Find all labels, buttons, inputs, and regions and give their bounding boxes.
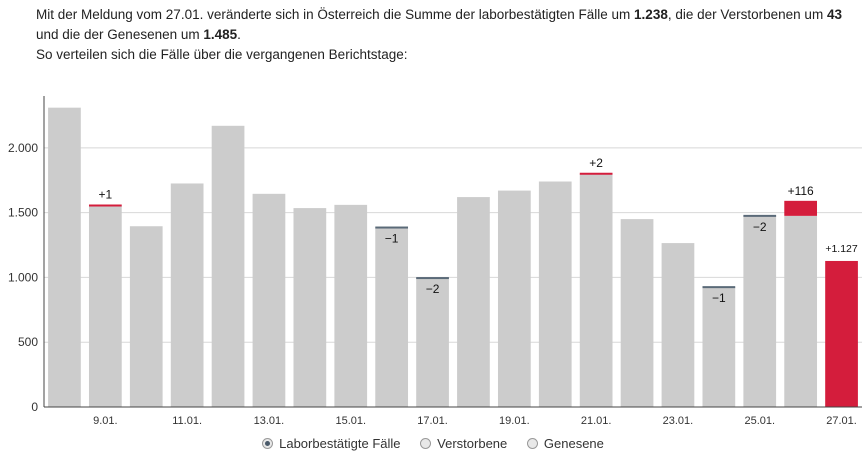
intro-value-deaths: 43 <box>826 7 842 22</box>
intro-subline: So verteilen sich die Fälle über die ver… <box>36 47 408 62</box>
intro-text-part: Mit der Meldung vom 27.01. veränderte si… <box>36 7 635 22</box>
x-tick-label: 13.01. <box>254 415 285 427</box>
x-tick-label: 11.01. <box>172 415 202 427</box>
bar <box>416 278 449 407</box>
legend-label: Verstorbene <box>437 436 508 451</box>
bar <box>48 107 81 407</box>
intro-text-part: und die der Genesenen um <box>36 27 204 42</box>
intro-text-part: . <box>237 27 241 42</box>
bar <box>170 183 204 407</box>
x-tick-label: 23.01. <box>663 415 694 427</box>
x-tick-label: 27.01. <box>826 415 857 427</box>
delta-label: −2 <box>753 220 767 234</box>
x-tick-label: 9.01. <box>93 415 117 427</box>
bar <box>375 227 409 407</box>
bar-delta-marker <box>416 277 449 280</box>
bar <box>784 215 818 407</box>
delta-label: +1 <box>99 187 113 201</box>
legend: Laborbestätigte Fälle Verstorbene Genese… <box>0 436 866 452</box>
x-tick-label: 15.01. <box>335 415 366 427</box>
bar-chart: 0 500 1.000 1.500 2.000 +1 9.01. 11.01. 13.01. 15… <box>8 96 862 427</box>
delta-label: −1 <box>385 232 399 246</box>
bar <box>457 197 490 407</box>
radio-icon[interactable] <box>526 438 538 449</box>
x-tick-label: 19.01. <box>499 415 530 427</box>
delta-label: −2 <box>426 282 440 296</box>
bar <box>825 260 858 407</box>
delta-label: +2 <box>589 156 603 170</box>
legend-label: Genesene <box>543 436 604 451</box>
legend-label: Laborbestätigte Fälle <box>279 436 401 451</box>
bar <box>211 125 245 407</box>
bar-delta-marker <box>743 214 777 217</box>
y-tick-label: 500 <box>18 335 38 349</box>
bar <box>661 243 695 407</box>
bar <box>88 205 122 407</box>
y-tick-label: 0 <box>31 400 38 414</box>
bar-delta-segment <box>784 200 818 216</box>
bar <box>497 190 531 407</box>
bar <box>702 287 736 407</box>
bar <box>252 193 286 407</box>
x-tick-label: 25.01. <box>744 415 775 427</box>
bar <box>334 204 368 407</box>
bar <box>743 215 777 407</box>
intro-value-cases: 1.238 <box>634 7 668 22</box>
delta-label: +1.127 <box>825 243 858 255</box>
x-tick-label: 21.01. <box>581 415 612 427</box>
radio-selected-icon[interactable] <box>262 438 274 449</box>
legend-item-laborbestaetigte[interactable]: Laborbestätigte Fälle <box>262 436 401 451</box>
bar-delta-marker <box>702 286 736 289</box>
x-tick-label: 17.01. <box>417 415 448 427</box>
delta-label: −1 <box>712 291 726 305</box>
bar <box>538 181 572 407</box>
legend-item-genesene[interactable]: Genesene <box>526 436 604 451</box>
bar <box>129 226 163 407</box>
bar <box>579 173 613 407</box>
y-tick-label: 2.000 <box>8 141 38 155</box>
bar <box>293 208 327 407</box>
y-tick-label: 1.000 <box>8 270 38 284</box>
bar-delta-marker <box>88 204 122 207</box>
bar <box>620 219 654 407</box>
intro-text-part: , die der Verstorbenen um <box>667 7 827 22</box>
bar-delta-marker <box>375 226 409 229</box>
legend-item-verstorbene[interactable]: Verstorbene <box>420 436 507 451</box>
intro-value-recovered: 1.485 <box>203 27 238 42</box>
bar-delta-marker <box>579 172 613 175</box>
y-tick-label: 1.500 <box>8 206 38 220</box>
radio-icon[interactable] <box>420 438 432 449</box>
intro-text: Mit der Meldung vom 27.01. veränderte si… <box>36 5 862 65</box>
delta-label: +116 <box>788 184 814 198</box>
